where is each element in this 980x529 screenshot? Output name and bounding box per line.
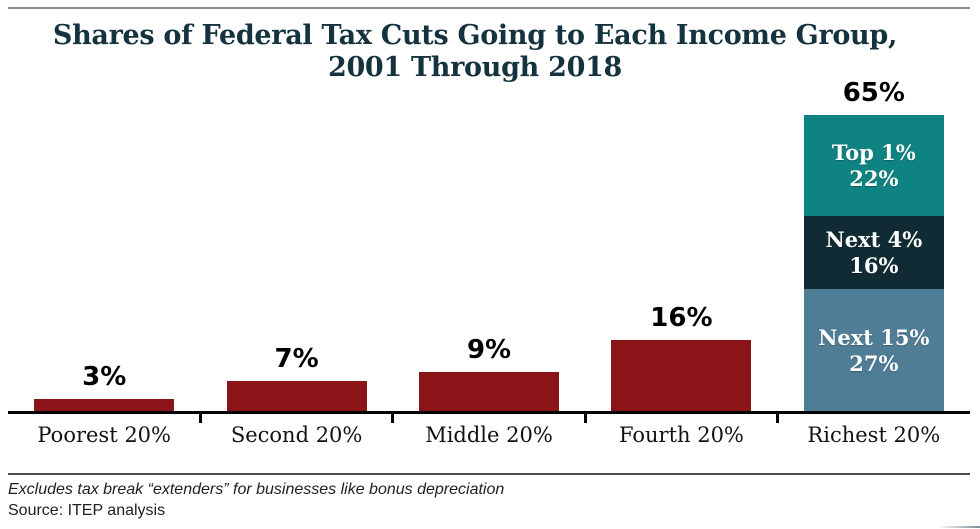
footnote-text: Excludes tax break “extenders” for busin… (8, 481, 505, 498)
stack-segment-1: Top 1% 22% (803, 115, 944, 216)
stacked-bar: Top 1% 22% Next 4% 16% Next 15% 27% 65% (803, 78, 944, 413)
bar: 16% (611, 303, 752, 413)
bar-columns: 3% 7% 9% 16% Top 1% 22% Next 4% 16% Next 15% 27% 6… (8, 0, 970, 413)
segment-name-label: Top 1% (831, 139, 916, 165)
segment-value-label: 22% (849, 165, 899, 191)
bar-column-5: Top 1% 22% Next 4% 16% Next 15% 27% 65% (778, 0, 970, 413)
bar: 7% (226, 344, 367, 413)
x-axis-tick (583, 414, 587, 423)
source-text: Source: ITEP analysis (8, 502, 166, 519)
plot-area: 3% 7% 9% 16% Top 1% 22% Next 4% 16% Next 15% 27% 6… (8, 0, 970, 413)
category-label-5: Richest 20% (807, 423, 941, 447)
segment-name-label: Next 15% (818, 325, 930, 350)
bar-value-label: 16% (650, 303, 713, 333)
segment-value-label: 27% (849, 351, 899, 376)
bar-column-1: 3% (8, 0, 200, 413)
x-axis-tick (198, 414, 202, 423)
segment-name-label: Next 4% (825, 226, 923, 252)
bar-value-label: 3% (82, 362, 127, 392)
chart-title-line1: Shares of Federal Tax Cuts Going to Each… (52, 20, 898, 51)
footer-divider (8, 473, 970, 475)
bottom-right-divider-fragment (938, 526, 980, 528)
category-labels: Poorest 20% Second 20% Middle 20% Fourth 20… (8, 421, 970, 449)
stack-segment-3: Next 15% 27% (803, 289, 944, 413)
bar-column-2: 7% (200, 0, 392, 413)
bar-column-4: 16% (585, 0, 777, 413)
category-label-3: Middle 20% (425, 423, 553, 447)
x-axis-tick (391, 414, 395, 423)
bar-value-label: 65% (842, 78, 905, 108)
chart-title-line2: 2001 Through 2018 (327, 52, 623, 83)
top-divider (8, 7, 970, 9)
x-axis-line (8, 411, 970, 414)
x-axis-tick (776, 414, 780, 423)
category-label-1: Poorest 20% (37, 423, 171, 447)
bar: 3% (34, 362, 175, 413)
bar: 9% (419, 335, 560, 413)
bar-value-label: 9% (466, 335, 512, 365)
segment-value-label: 16% (849, 252, 899, 278)
stack-segment-2: Next 4% 16% (803, 216, 944, 289)
bar-value-label: 7% (274, 344, 319, 374)
chart-title: Shares of Federal Tax Cuts Going to Each… (0, 20, 950, 84)
bar-column-3: 9% (393, 0, 585, 413)
category-label-4: Fourth 20% (618, 423, 744, 447)
category-label-2: Second 20% (230, 423, 363, 447)
